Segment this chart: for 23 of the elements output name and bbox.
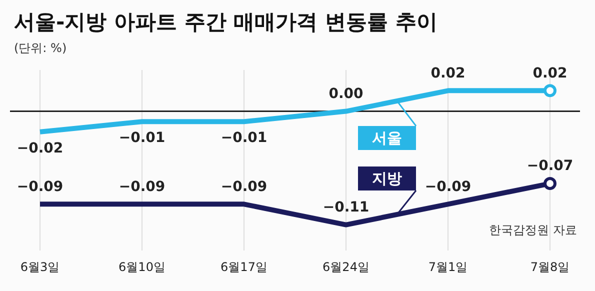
- x-tick-label: 6월3일: [20, 260, 60, 274]
- data-label: 0.00: [328, 86, 364, 102]
- data-label: −0.01: [220, 130, 268, 146]
- x-tick-label: 6월17일: [220, 260, 268, 274]
- data-label: −0.09: [118, 178, 166, 195]
- x-tick-label: 7월8일: [530, 260, 570, 274]
- data-label: −0.01: [118, 130, 166, 146]
- data-label: −0.11: [322, 199, 370, 216]
- series-label: 지방: [372, 169, 402, 188]
- annotation: 한국감정원 자료: [489, 222, 577, 239]
- data-label: −0.02: [16, 140, 64, 157]
- data-label: −0.09: [424, 178, 472, 195]
- x-tick-label: 7월1일: [428, 260, 468, 274]
- data-label: 0.02: [430, 65, 466, 82]
- data-label: 0.02: [532, 65, 568, 82]
- data-label: −0.09: [16, 178, 64, 195]
- x-tick-label: 6월10일: [118, 260, 166, 274]
- data-label: −0.09: [220, 178, 268, 195]
- x-tick-label: 6월24일: [322, 260, 370, 274]
- legend-label: 서울: [372, 128, 402, 147]
- chart-title: 서울-지방 아파트 주간 매매가격 변동률 추이: [14, 9, 438, 36]
- chart-subtitle: (단위: %): [14, 40, 67, 57]
- data-label: −0.07: [526, 158, 574, 174]
